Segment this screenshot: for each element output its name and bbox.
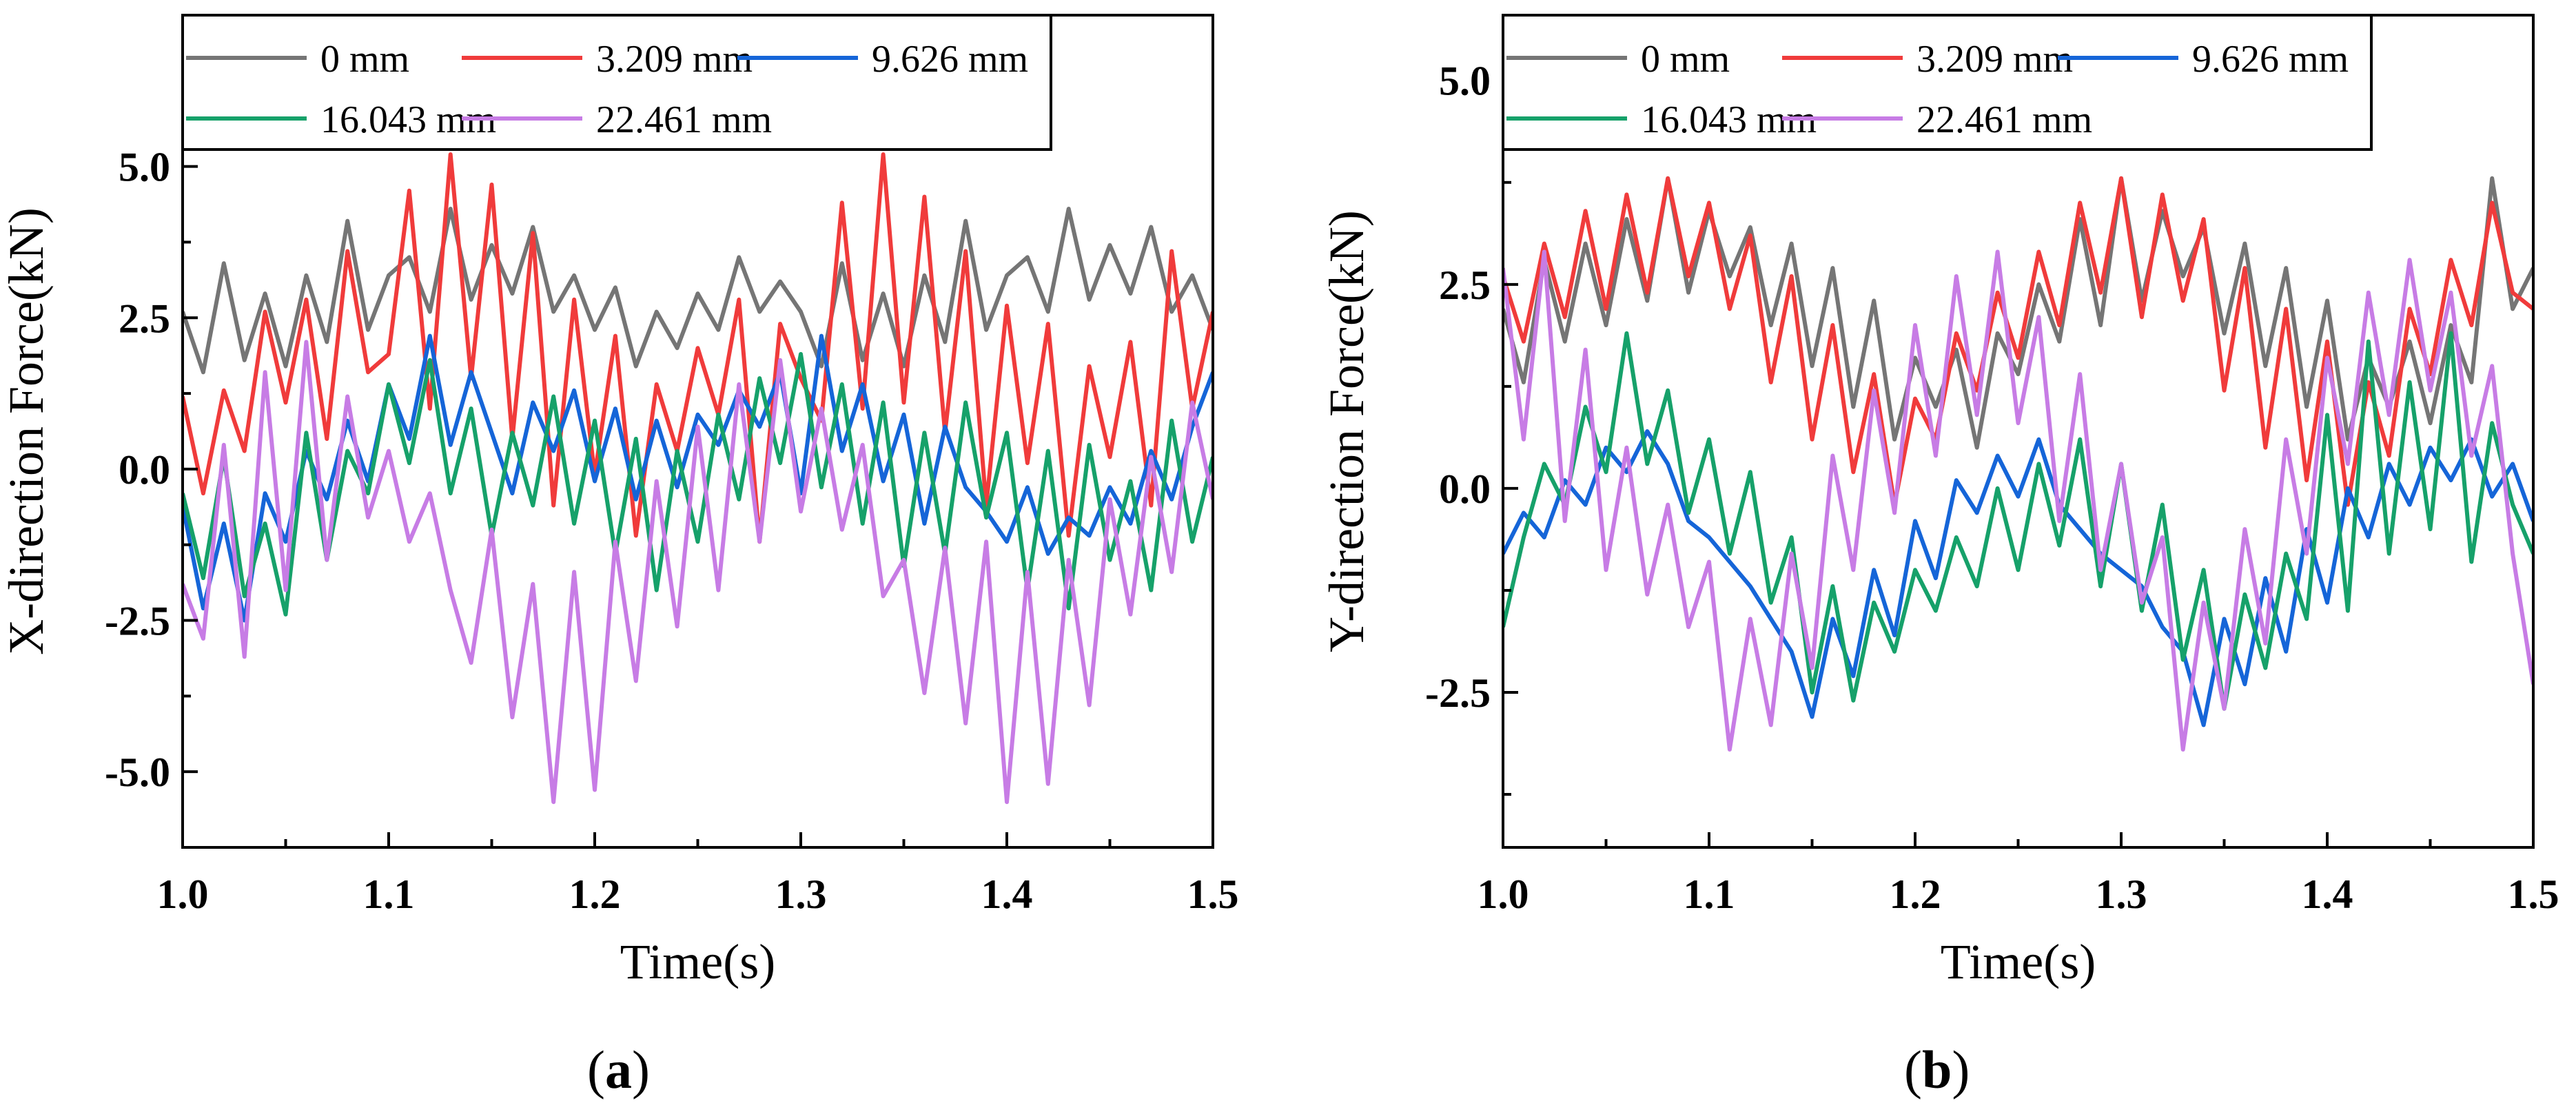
x-tick-label: 1.4 — [2302, 871, 2353, 917]
panel-label-a: (a) — [587, 1040, 650, 1100]
y-axis-title: X-direction Force(kN) — [0, 207, 54, 655]
y-axis-title: Y-direction Force(kN) — [1319, 210, 1374, 652]
y-tick-label: 0.0 — [1439, 466, 1491, 512]
legend-label: 22.461 mm — [596, 99, 772, 141]
x-tick-label: 1.4 — [981, 871, 1033, 917]
chart-panel-b: 1.0 1.1 1.2 1.3 1.4 1.5 -2.5 0.0 2.5 5.0 Time(s) Y-… — [1319, 14, 2559, 989]
x-tick-label: 1.5 — [1187, 871, 1239, 917]
y-tick-label: -5.0 — [105, 750, 170, 795]
legend-label: 3.209 mm — [596, 38, 753, 81]
legend-label: 22.461 mm — [1916, 99, 2092, 141]
series-line-22_461-mm — [1503, 249, 2533, 752]
x-tick-label: 1.1 — [1684, 871, 1735, 917]
x-tick-label: 1.5 — [2508, 871, 2559, 917]
legend-label: 0 mm — [320, 38, 409, 81]
series-line-0-mm — [183, 207, 1213, 375]
x-tick-label: 1.3 — [2096, 871, 2147, 917]
series-line-3_209-mm — [183, 152, 1213, 544]
series-line-9_626-mm — [1503, 429, 2533, 728]
series-line-22_461-mm — [183, 340, 1213, 805]
legend-box — [181, 14, 1052, 151]
series-line-16_043-mm — [183, 352, 1213, 617]
legend-label: 9.626 mm — [872, 38, 1028, 81]
x-tick-label: 1.0 — [1478, 871, 1529, 917]
y-tick-label: 0.0 — [119, 447, 170, 493]
y-tick-label: 2.5 — [1439, 262, 1491, 308]
legend-label: 0 mm — [1641, 38, 1730, 81]
legend-label: 9.626 mm — [2192, 38, 2349, 81]
x-tick-label: 1.2 — [1890, 871, 1941, 917]
y-tick-label: -2.5 — [105, 599, 170, 644]
x-axis-title: Time(s) — [620, 934, 775, 989]
chart-panel-a: 1.0 1.1 1.2 1.3 1.4 1.5 -5.0 -2.5 0.0 2.5 5.0 Time(… — [0, 14, 1239, 989]
y-tick-label: 5.0 — [1439, 59, 1491, 104]
series-group — [183, 152, 1213, 805]
series-group — [1503, 176, 2533, 752]
x-tick-label: 1.2 — [569, 871, 621, 917]
y-tick-label: -2.5 — [1425, 670, 1491, 716]
y-tick-label: 5.0 — [119, 145, 170, 190]
x-tick-label: 1.0 — [157, 871, 209, 917]
x-tick-label: 1.1 — [363, 871, 415, 917]
x-axis-title: Time(s) — [1941, 934, 2096, 989]
series-line-16_043-mm — [1503, 331, 2533, 711]
legend-box — [1502, 14, 2373, 151]
legend-label: 3.209 mm — [1916, 38, 2073, 81]
y-tick-label: 2.5 — [119, 296, 170, 341]
x-tick-label: 1.3 — [775, 871, 827, 917]
panel-label-b: (b) — [1904, 1040, 1970, 1100]
